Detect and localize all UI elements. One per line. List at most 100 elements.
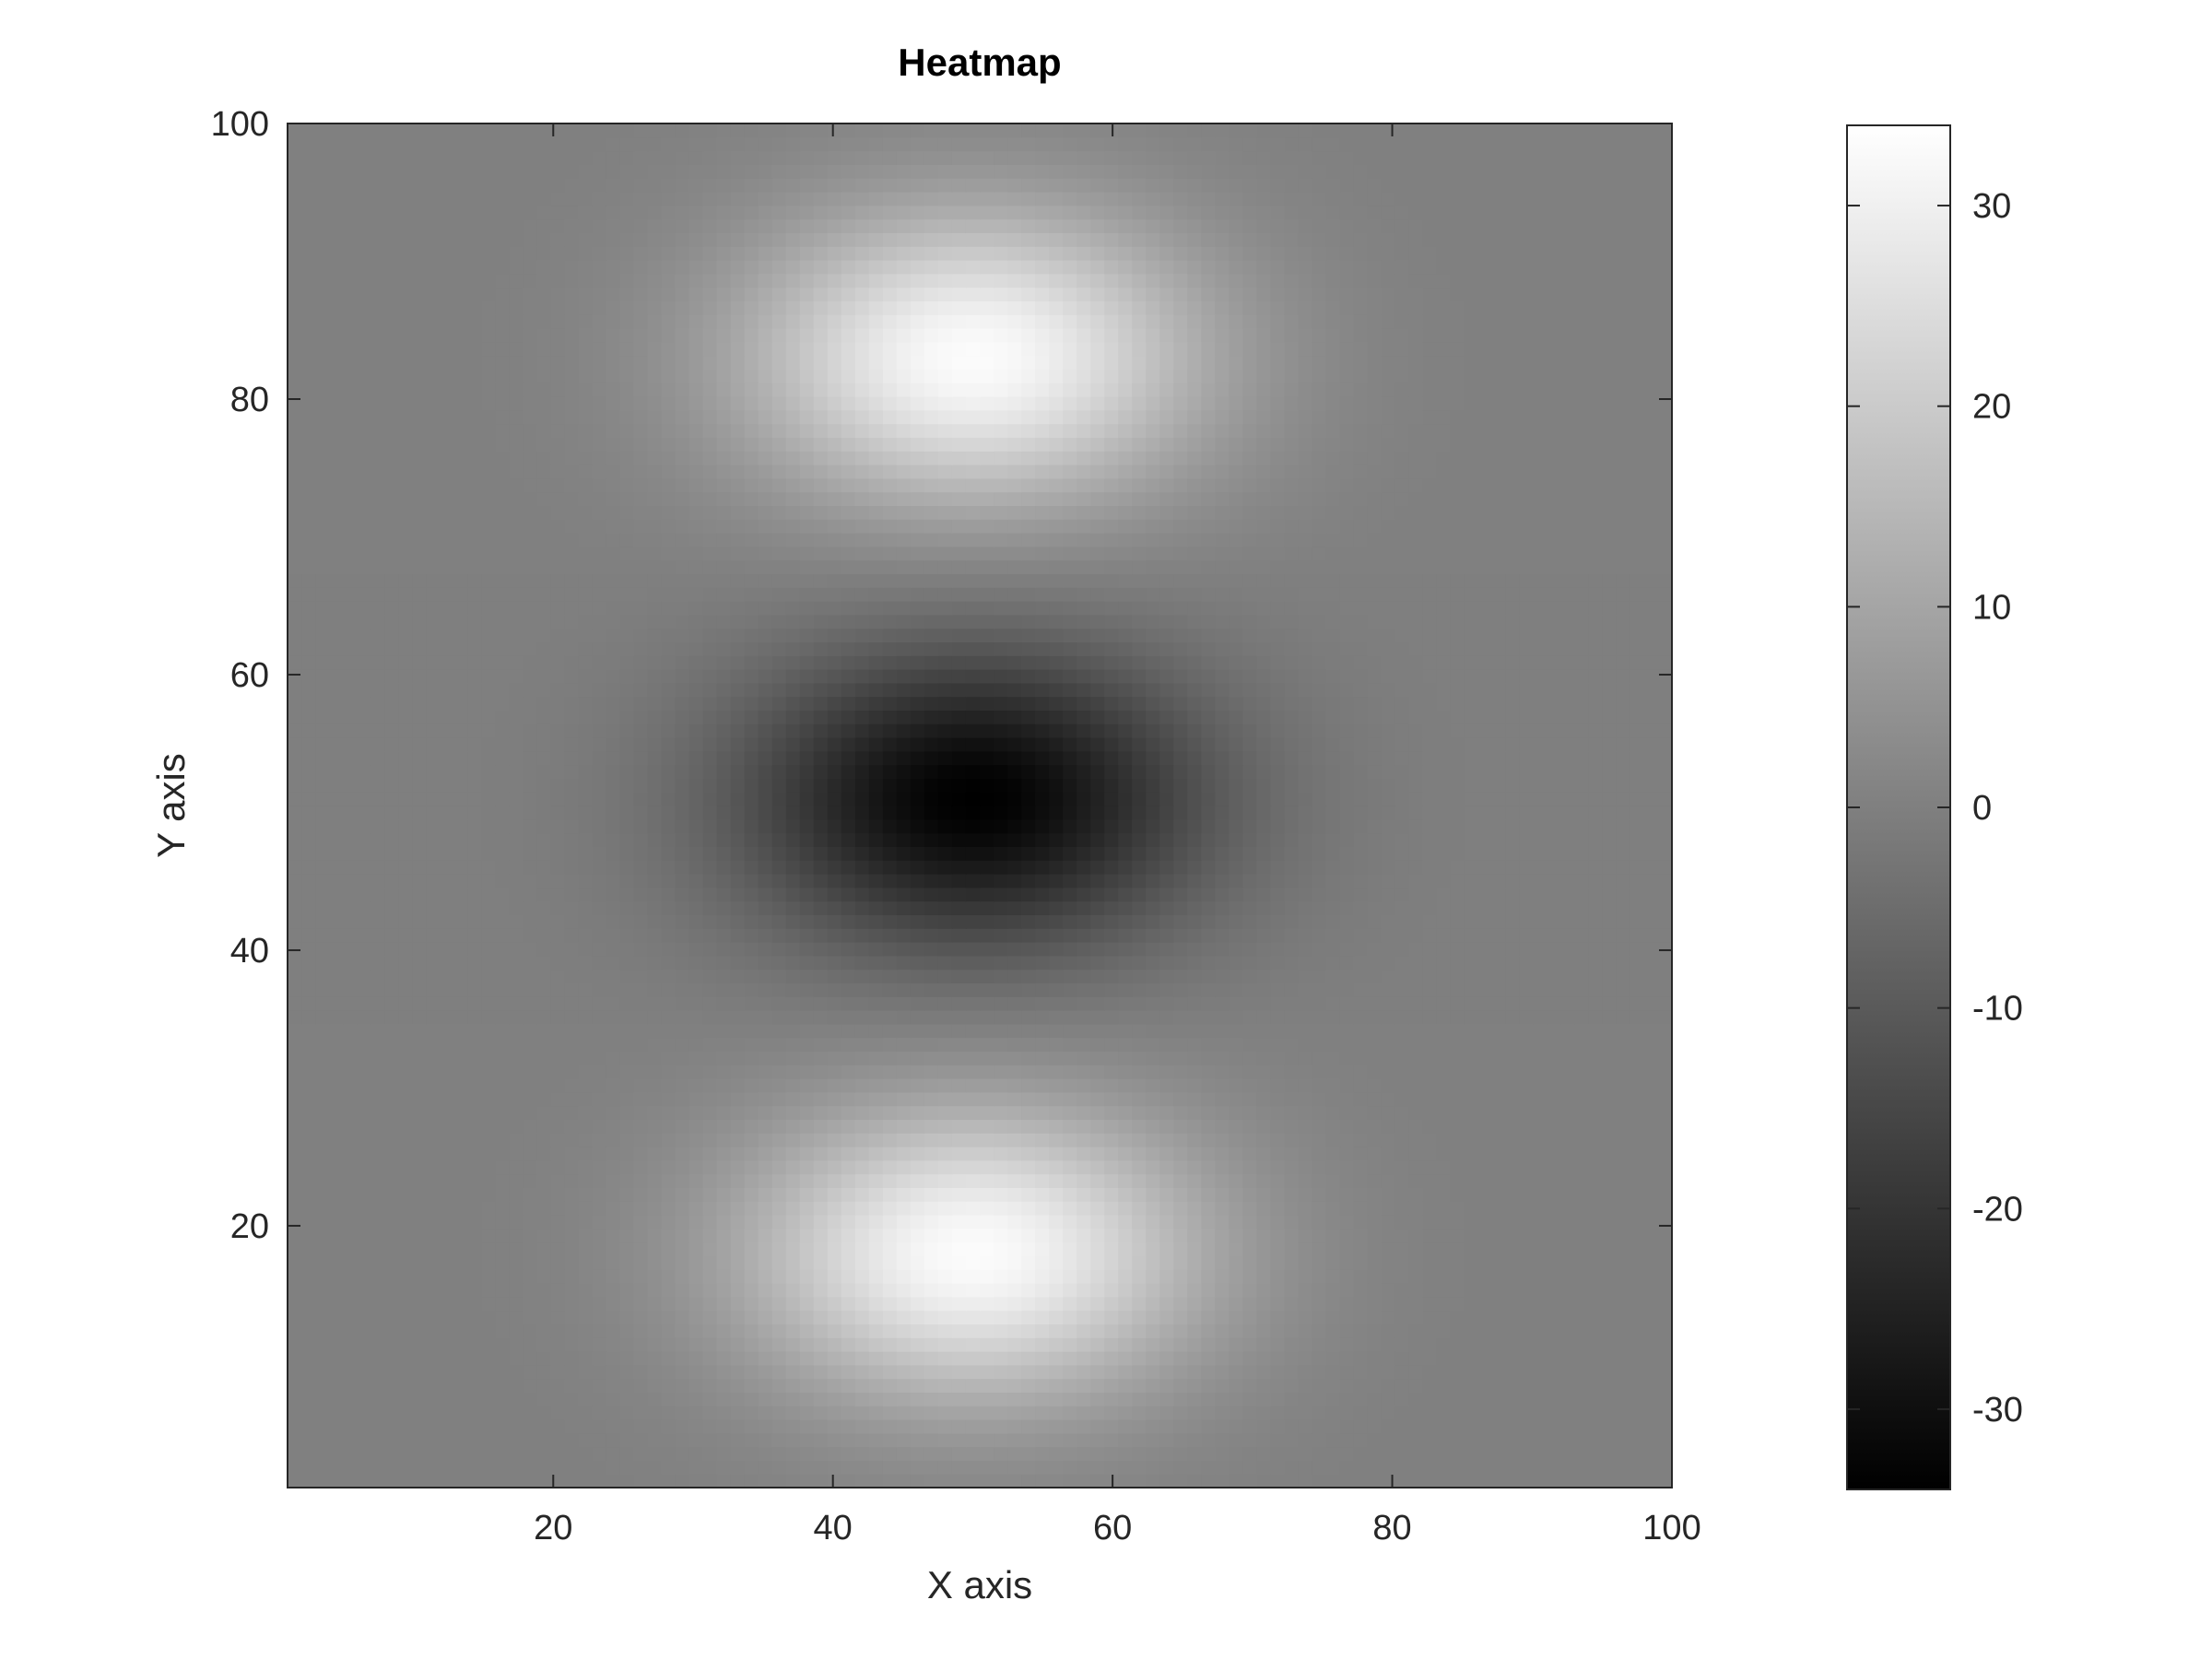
heatmap-cell (1284, 1241, 1300, 1256)
heatmap-cell (1505, 874, 1521, 888)
heatmap-cell (384, 1255, 399, 1270)
heatmap-cell (467, 1460, 482, 1475)
heatmap-cell (1242, 1037, 1257, 1052)
heatmap-cell (951, 1173, 967, 1188)
heatmap-cell (536, 1432, 551, 1448)
heatmap-cell (1353, 1324, 1369, 1338)
heatmap-cell (758, 955, 773, 971)
heatmap-cell (398, 1187, 413, 1202)
heatmap-cell (744, 1337, 759, 1352)
heatmap-cell (1173, 806, 1188, 820)
heatmap-cell (398, 1324, 413, 1338)
heatmap-cell (1325, 982, 1341, 997)
heatmap-cell (481, 1419, 496, 1434)
heatmap-cell (329, 1406, 344, 1420)
heatmap-cell (744, 1364, 759, 1380)
heatmap-cell (688, 887, 704, 902)
heatmap-cell (702, 806, 718, 820)
heatmap-cell (675, 818, 690, 834)
heatmap-cell (1146, 806, 1160, 820)
heatmap-cell (1159, 1406, 1174, 1420)
heatmap-cell (1021, 1310, 1036, 1324)
heatmap-cell (951, 1419, 967, 1434)
heatmap-cell (1187, 887, 1202, 902)
heatmap-cell (1146, 1091, 1160, 1107)
heatmap-cell (1270, 846, 1286, 861)
heatmap-cell (813, 1269, 829, 1284)
heatmap-cell (1643, 1037, 1659, 1052)
heatmap-cell (951, 1187, 967, 1202)
heatmap-cell (1408, 955, 1424, 971)
heatmap-cell (1353, 1474, 1369, 1488)
heatmap-cell (910, 996, 925, 1011)
heatmap-cell (1574, 1010, 1590, 1025)
heatmap-cell (550, 1241, 565, 1256)
heatmap-cell (633, 1133, 649, 1147)
heatmap-cell (564, 1241, 580, 1256)
heatmap-cell (1035, 887, 1050, 902)
heatmap-cell (910, 1283, 925, 1298)
heatmap-cell (1021, 1023, 1036, 1039)
heatmap-cell (357, 1255, 371, 1270)
heatmap-cell (1242, 874, 1257, 888)
heatmap-cell (1547, 1241, 1562, 1256)
heatmap-cell (343, 1023, 358, 1039)
heatmap-cell (343, 969, 358, 983)
heatmap-cell (1588, 1460, 1604, 1475)
heatmap-cell (1049, 1105, 1064, 1120)
heatmap-cell (1284, 996, 1300, 1011)
heatmap-cell (481, 969, 496, 983)
heatmap-cell (1077, 1474, 1091, 1488)
heatmap-cell (509, 1283, 524, 1298)
heatmap-cell (882, 955, 898, 971)
heatmap-cell (1519, 1460, 1535, 1475)
heatmap-cell (1519, 1310, 1535, 1324)
heatmap-cell (1436, 1310, 1452, 1324)
heatmap-cell (1477, 1255, 1493, 1270)
heatmap-cell (1616, 1406, 1631, 1420)
heatmap-cell (315, 1159, 330, 1175)
heatmap-cell (1657, 1187, 1673, 1202)
heatmap-cell (854, 1187, 870, 1202)
heatmap-cell (509, 1023, 524, 1039)
heatmap-cell (1229, 1255, 1243, 1270)
heatmap-cell (357, 996, 371, 1011)
heatmap-cell (1560, 860, 1576, 875)
heatmap-cell (1090, 1147, 1105, 1161)
heatmap-cell (1132, 1159, 1147, 1175)
heatmap-cell (1256, 1351, 1272, 1366)
heatmap-cell (1201, 1228, 1216, 1243)
heatmap-cell (467, 806, 482, 820)
heatmap-cell (1477, 1378, 1493, 1393)
heatmap-cell (744, 1392, 759, 1406)
heatmap-cell (288, 1269, 302, 1284)
heatmap-cell (1146, 1324, 1160, 1338)
heatmap-cell (744, 806, 759, 820)
heatmap-cell (951, 1392, 967, 1406)
heatmap-cell (315, 1173, 330, 1188)
heatmap-cell (619, 1010, 635, 1025)
heatmap-cell (1312, 1474, 1327, 1488)
heatmap-cell (730, 874, 746, 888)
heatmap-cell (1547, 1091, 1562, 1107)
heatmap-cell (868, 1419, 884, 1434)
heatmap-cell (1173, 887, 1188, 902)
heatmap-cell (1063, 1324, 1077, 1338)
heatmap-cell (1643, 1187, 1659, 1202)
heatmap-cell (1159, 955, 1174, 971)
heatmap-cell (1159, 1296, 1174, 1312)
heatmap-cell (1146, 1378, 1160, 1393)
heatmap-cell (1049, 1419, 1064, 1434)
heatmap-cell (647, 1173, 663, 1188)
heatmap-cell (1049, 1051, 1064, 1065)
heatmap-cell (1077, 1133, 1091, 1147)
heatmap-cell (606, 900, 621, 915)
heatmap-cell (1104, 1283, 1119, 1298)
heatmap-cell (661, 1474, 677, 1488)
heatmap-cell (523, 1406, 537, 1420)
heatmap-cell (1312, 1269, 1327, 1284)
heatmap-cell (647, 860, 663, 875)
heatmap-cell (910, 1228, 925, 1243)
heatmap-cell (924, 1078, 939, 1093)
heatmap-cell (592, 955, 607, 971)
